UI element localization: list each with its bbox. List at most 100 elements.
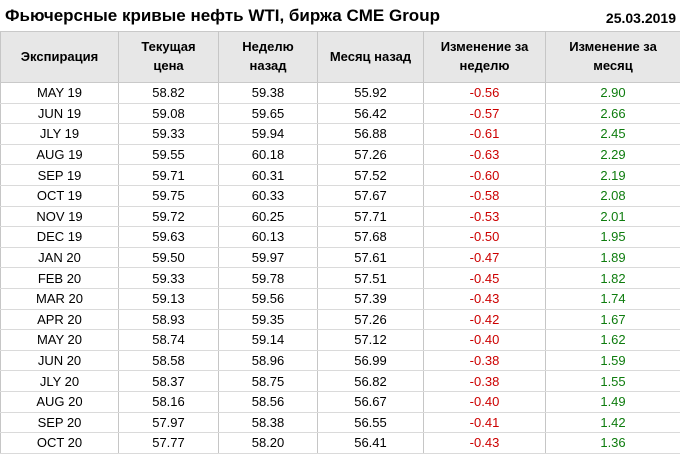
month-ago-cell: 57.51 <box>317 267 424 289</box>
month-ago-cell: 57.71 <box>317 205 424 228</box>
current-price-cell: 59.72 <box>118 205 219 228</box>
month-ago-cell: 56.42 <box>317 102 424 125</box>
expiry-cell: JLY 20 <box>0 370 119 392</box>
month-change-cell: 1.36 <box>545 432 680 454</box>
table-row: DEC 19 59.63 60.13 57.68 -0.50 1.95 <box>0 226 680 248</box>
month-ago-cell: 57.68 <box>317 226 424 248</box>
week-ago-cell: 60.31 <box>218 164 318 186</box>
month-change-cell: 1.62 <box>545 329 680 351</box>
month-change-cell: 1.59 <box>545 349 680 372</box>
month-ago-cell: 56.88 <box>317 123 424 145</box>
week-change-cell: -0.63 <box>423 143 546 166</box>
expiry-cell: AUG 19 <box>0 143 119 166</box>
current-price-cell: 59.33 <box>118 123 219 145</box>
week-change-cell: -0.57 <box>423 102 546 125</box>
week-change-cell: -0.53 <box>423 205 546 228</box>
week-ago-cell: 59.35 <box>218 308 318 331</box>
column-header-current-price: Текущая цена <box>118 31 219 83</box>
week-ago-cell: 58.56 <box>218 390 318 413</box>
week-ago-cell: 59.38 <box>218 82 318 104</box>
month-change-cell: 2.90 <box>545 82 680 104</box>
week-ago-cell: 59.65 <box>218 102 318 125</box>
week-change-cell: -0.40 <box>423 390 546 413</box>
expiry-cell: SEP 19 <box>0 164 119 186</box>
expiry-cell: OCT 20 <box>0 432 119 454</box>
column-header-month-ago: Месяц назад <box>317 31 424 83</box>
week-change-cell: -0.43 <box>423 432 546 454</box>
current-price-cell: 59.63 <box>118 226 219 248</box>
week-ago-cell: 58.96 <box>218 349 318 372</box>
current-price-cell: 59.13 <box>118 287 219 310</box>
current-price-cell: 59.33 <box>118 267 219 289</box>
month-ago-cell: 56.82 <box>317 370 424 392</box>
current-price-cell: 59.55 <box>118 143 219 166</box>
month-change-cell: 2.19 <box>545 164 680 186</box>
titlebar: Фьючерсные кривые нефть WTI, биржа CME G… <box>0 0 680 31</box>
week-change-cell: -0.45 <box>423 267 546 289</box>
expiry-cell: JLY 19 <box>0 123 119 145</box>
expiry-cell: MAR 20 <box>0 287 119 310</box>
expiry-cell: MAY 20 <box>0 329 119 351</box>
table-row: APR 20 58.93 59.35 57.26 -0.42 1.67 <box>0 308 680 331</box>
current-price-cell: 59.75 <box>118 184 219 207</box>
week-ago-cell: 60.13 <box>218 226 318 248</box>
table-row: MAY 19 58.82 59.38 55.92 -0.56 2.90 <box>0 82 680 104</box>
table-row: JAN 20 59.50 59.97 57.61 -0.47 1.89 <box>0 246 680 269</box>
current-price-cell: 58.58 <box>118 349 219 372</box>
column-header-expiration: Экспирация <box>0 31 119 83</box>
month-ago-cell: 56.99 <box>317 349 424 372</box>
table-row: AUG 20 58.16 58.56 56.67 -0.40 1.49 <box>0 390 680 413</box>
week-ago-cell: 58.75 <box>218 370 318 392</box>
header-row: Экспирация Текущая цена Неделю назад Мес… <box>0 31 680 83</box>
week-ago-cell: 58.20 <box>218 432 318 454</box>
month-change-cell: 1.55 <box>545 370 680 392</box>
month-ago-cell: 56.41 <box>317 432 424 454</box>
expiry-cell: SEP 20 <box>0 411 119 434</box>
week-change-cell: -0.61 <box>423 123 546 145</box>
month-ago-cell: 57.12 <box>317 329 424 351</box>
month-change-cell: 1.82 <box>545 267 680 289</box>
table-row: SEP 20 57.97 58.38 56.55 -0.41 1.42 <box>0 411 680 434</box>
week-ago-cell: 59.94 <box>218 123 318 145</box>
week-ago-cell: 58.38 <box>218 411 318 434</box>
column-header-week-change: Изменение за неделю <box>423 31 546 83</box>
expiry-cell: FEB 20 <box>0 267 119 289</box>
expiry-cell: OCT 19 <box>0 184 119 207</box>
month-ago-cell: 57.26 <box>317 308 424 331</box>
current-price-cell: 58.74 <box>118 329 219 351</box>
week-ago-cell: 59.97 <box>218 246 318 269</box>
futures-table: Экспирация Текущая цена Неделю назад Мес… <box>0 31 680 454</box>
month-ago-cell: 57.39 <box>317 287 424 310</box>
week-ago-cell: 59.78 <box>218 267 318 289</box>
week-change-cell: -0.58 <box>423 184 546 207</box>
table-row: AUG 19 59.55 60.18 57.26 -0.63 2.29 <box>0 143 680 166</box>
expiry-cell: JAN 20 <box>0 246 119 269</box>
month-change-cell: 2.29 <box>545 143 680 166</box>
week-ago-cell: 60.18 <box>218 143 318 166</box>
column-header-month-change: Изменение за месяц <box>545 31 680 83</box>
table-row: MAY 20 58.74 59.14 57.12 -0.40 1.62 <box>0 329 680 351</box>
month-ago-cell: 56.67 <box>317 390 424 413</box>
month-change-cell: 1.95 <box>545 226 680 248</box>
expiry-cell: NOV 19 <box>0 205 119 228</box>
week-ago-cell: 60.33 <box>218 184 318 207</box>
current-price-cell: 58.37 <box>118 370 219 392</box>
current-price-cell: 57.97 <box>118 411 219 434</box>
month-ago-cell: 57.61 <box>317 246 424 269</box>
month-ago-cell: 57.26 <box>317 143 424 166</box>
week-change-cell: -0.40 <box>423 329 546 351</box>
table-row: JUN 19 59.08 59.65 56.42 -0.57 2.66 <box>0 102 680 125</box>
current-price-cell: 59.08 <box>118 102 219 125</box>
current-price-cell: 59.50 <box>118 246 219 269</box>
week-change-cell: -0.50 <box>423 226 546 248</box>
month-change-cell: 2.66 <box>545 102 680 125</box>
month-change-cell: 2.45 <box>545 123 680 145</box>
expiry-cell: APR 20 <box>0 308 119 331</box>
week-change-cell: -0.43 <box>423 287 546 310</box>
current-price-cell: 58.93 <box>118 308 219 331</box>
table-row: MAR 20 59.13 59.56 57.39 -0.43 1.74 <box>0 287 680 310</box>
week-change-cell: -0.42 <box>423 308 546 331</box>
expiry-cell: DEC 19 <box>0 226 119 248</box>
table-header: Экспирация Текущая цена Неделю назад Мес… <box>0 31 680 83</box>
table-row: SEP 19 59.71 60.31 57.52 -0.60 2.19 <box>0 164 680 186</box>
